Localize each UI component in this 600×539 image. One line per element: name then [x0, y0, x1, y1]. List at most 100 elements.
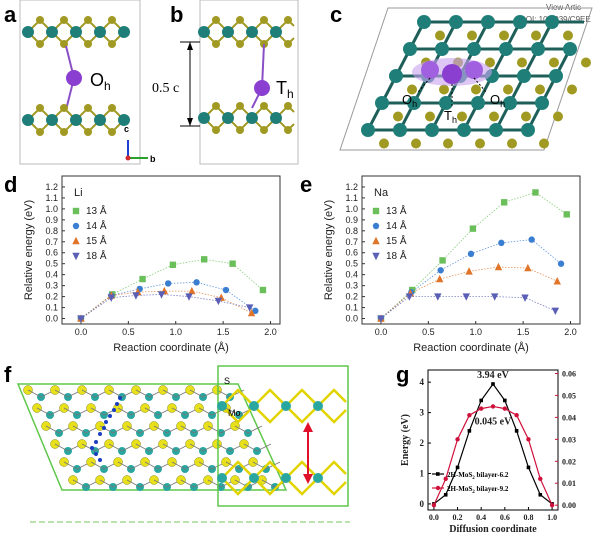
data-point	[185, 293, 193, 301]
data-point	[164, 280, 172, 287]
svg-text:c: c	[124, 124, 129, 134]
y-tick-label: 1.2	[345, 182, 358, 192]
s-atom	[485, 57, 495, 68]
legend-label: 14 Å	[386, 219, 407, 232]
data-point	[500, 199, 508, 206]
y-tick-label: 0.6	[345, 248, 358, 258]
barrier-annotation-black: 3.94 eV	[477, 370, 509, 381]
x-tick-label: 2.0	[564, 327, 577, 337]
s-atom	[439, 84, 449, 95]
x-tick-label: 0.4	[476, 513, 486, 522]
x-axis-label: Reaction coordinate (Å)	[413, 341, 529, 354]
x-axis-label: Reaction coordinate (Å)	[113, 341, 229, 354]
data-point	[526, 437, 531, 442]
data-point	[132, 292, 140, 300]
y-tick-label: 0.7	[45, 237, 58, 247]
x-tick-label: 0.8	[523, 513, 533, 522]
y-axis-label: Relative energy (eV)	[323, 200, 335, 300]
legend-label: 13 Å	[86, 204, 107, 217]
y-tick-label-right: 0.01	[562, 479, 576, 488]
y-tick-label: 0.2	[45, 292, 58, 302]
mo-atom	[393, 123, 407, 137]
site-label-oh-left: Oh	[402, 92, 417, 109]
legend-label: 15 Å	[86, 234, 107, 247]
series-line	[380, 296, 556, 319]
mos2-lattice-top	[23, 385, 290, 491]
mo-atom	[503, 96, 517, 110]
s-atom	[531, 30, 541, 41]
series-line	[80, 293, 250, 319]
data-point	[193, 279, 200, 286]
data-point	[455, 437, 460, 442]
s-atom	[467, 30, 477, 41]
barrier-annotation-red: 0.045 eV	[475, 416, 512, 427]
mos2-layer-bottom-b	[198, 102, 295, 134]
axis-triad: c b	[124, 124, 156, 164]
y-tick-label-right: 0.03	[562, 435, 576, 444]
series-line	[80, 281, 256, 319]
s-atom	[471, 84, 481, 95]
legend-marker	[72, 207, 80, 215]
y-tick-label: 1.0	[45, 204, 58, 214]
mo-atom	[521, 123, 535, 137]
y-tick-label-right: 0.05	[562, 391, 576, 400]
site-label-oh-right: Oh	[490, 92, 505, 109]
data-point	[490, 293, 499, 301]
panel-label-e: e	[300, 172, 313, 197]
li-atom-oh	[66, 70, 82, 86]
data-point	[245, 304, 254, 312]
mo-atom	[481, 15, 495, 29]
y-tick-label: 1.1	[45, 193, 58, 203]
data-point	[437, 267, 444, 274]
y-axis-label: Energy (eV)	[400, 414, 411, 466]
legend-marker	[72, 222, 80, 230]
s-atom	[393, 111, 403, 122]
data-point	[434, 293, 442, 301]
s-atom	[489, 111, 499, 122]
data-point	[252, 307, 259, 315]
data-point	[551, 307, 560, 316]
y-tick-label: 0.8	[45, 226, 58, 236]
data-point	[528, 236, 535, 243]
mo-atom	[499, 42, 513, 56]
y-tick-label: 0.3	[345, 281, 358, 291]
plot-frame	[361, 175, 581, 325]
legend-marker	[435, 485, 441, 491]
x-tick-label: 0.5	[122, 327, 135, 337]
mo-atom	[389, 69, 403, 83]
data-point	[478, 406, 484, 411]
chart-title: Na	[374, 187, 389, 199]
mo-atom	[435, 42, 449, 56]
data-point	[526, 465, 531, 470]
mo-atom	[439, 96, 453, 110]
y-tick-label-right: 0.06	[562, 370, 576, 379]
data-point	[563, 211, 570, 218]
data-point	[259, 286, 267, 294]
x-axis-label: Diffusion coordinate	[449, 524, 537, 535]
plot-frame	[61, 175, 281, 325]
x-tick-label: 0.2	[453, 513, 463, 522]
s-atom	[443, 138, 453, 149]
data-point	[107, 294, 115, 302]
s-atom	[435, 30, 445, 41]
mo-atom	[403, 42, 417, 56]
s-atom	[553, 111, 563, 122]
data-point	[521, 294, 529, 302]
mo-atom	[517, 69, 531, 83]
data-point	[538, 476, 543, 482]
data-point	[214, 297, 223, 306]
data-point	[553, 277, 561, 285]
y-tick-label: 0.7	[345, 237, 358, 247]
x-tick-label: 0.0	[429, 513, 439, 522]
oh-site-label: Oh	[90, 70, 111, 93]
chart-mos2-diffusion: 0.0 0.2 0.4 0.6 0.8 1.0 0 1 2 3 4 0.00 0.01 0.02 0.03 0…	[400, 369, 576, 535]
data-point	[549, 502, 555, 508]
y-tick-label-right: 0.02	[562, 457, 576, 466]
panel-label-a: a	[4, 2, 17, 27]
data-point	[436, 274, 444, 283]
s-atom	[475, 138, 485, 149]
mo-atom	[467, 42, 481, 56]
side-view-layer-bottom	[217, 460, 347, 496]
legend-marker	[72, 236, 80, 245]
data-point	[503, 398, 507, 403]
